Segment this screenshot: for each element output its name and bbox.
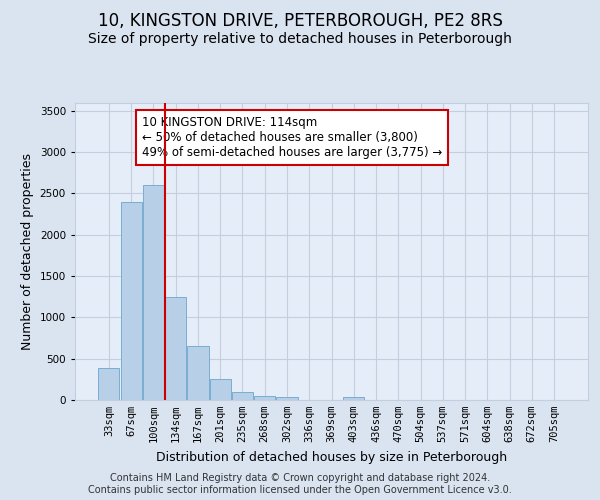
Bar: [98, 368, 119, 400]
Text: Contains HM Land Registry data © Crown copyright and database right 2024.
Contai: Contains HM Land Registry data © Crown c…: [88, 474, 512, 495]
Bar: [143, 185, 164, 400]
Bar: [187, 346, 209, 400]
Text: 10, KINGSTON DRIVE, PETERBOROUGH, PE2 8RS: 10, KINGSTON DRIVE, PETERBOROUGH, PE2 8R…: [98, 12, 502, 30]
Bar: [209, 378, 231, 400]
Bar: [277, 396, 298, 400]
Bar: [232, 392, 253, 400]
X-axis label: Distribution of detached houses by size in Peterborough: Distribution of detached houses by size …: [156, 450, 507, 464]
Y-axis label: Number of detached properties: Number of detached properties: [21, 153, 34, 350]
Bar: [121, 202, 142, 400]
Bar: [343, 396, 364, 400]
Text: 10 KINGSTON DRIVE: 114sqm
← 50% of detached houses are smaller (3,800)
49% of se: 10 KINGSTON DRIVE: 114sqm ← 50% of detac…: [142, 116, 442, 159]
Bar: [165, 296, 186, 400]
Bar: [254, 396, 275, 400]
Text: Size of property relative to detached houses in Peterborough: Size of property relative to detached ho…: [88, 32, 512, 46]
